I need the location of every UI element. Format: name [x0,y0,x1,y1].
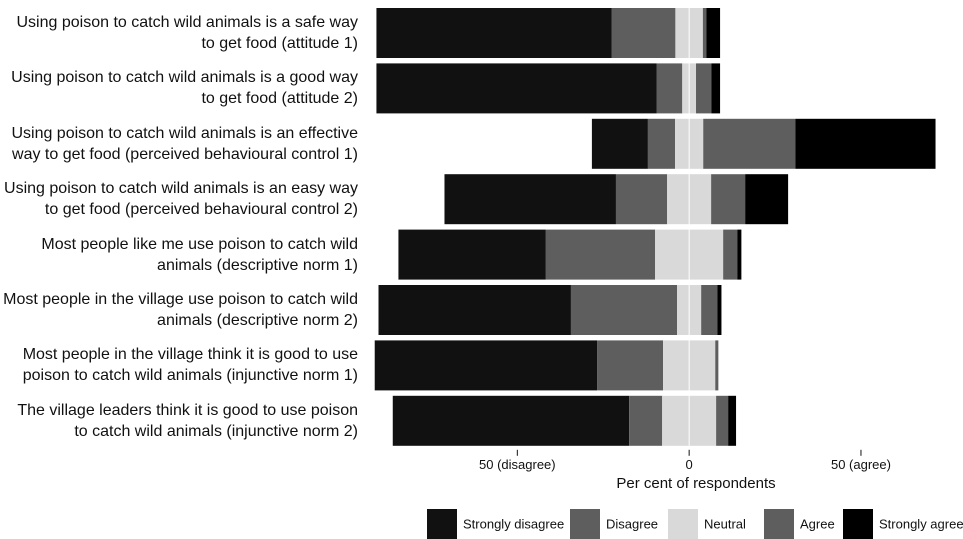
legend-label: Agree [800,516,835,531]
bar-segment [376,63,657,114]
x-axis-label: Per cent of respondents [616,475,775,492]
legend-swatch [843,509,873,539]
category-label: Using poison to catch wild animals is a … [16,14,359,52]
category-label: Using poison to catch wild animals is an… [4,180,358,219]
category-label: Using poison to catch wild animals is a … [11,69,358,108]
legend-swatch [570,509,600,539]
legend-label: Strongly agree [879,516,963,531]
x-tick-label: 0 [686,457,693,472]
bar-segment [701,285,718,335]
bar-segment [728,395,737,446]
legend-swatch [427,509,457,539]
x-tick-label: 50 (disagree) [479,457,556,472]
bar-segment [715,340,719,391]
legend-swatch [764,509,794,539]
bar-segment [392,395,630,446]
category-label: Most people in the village think it is g… [22,346,358,385]
legend-label: Disagree [606,516,658,531]
bar-segment [444,174,616,225]
legend-label: Neutral [704,516,746,531]
legend-swatch [668,509,698,539]
bar-segment [647,118,676,169]
bar-segment [706,8,721,58]
bar-segment [795,118,936,169]
category-label: Using poison to catch wild animals is an… [11,124,358,163]
legend-label: Strongly disagree [463,516,564,531]
bar-segment [737,229,742,280]
bar-segment [723,229,738,280]
x-tick-label: 50 (agree) [831,457,891,472]
bar-segment [745,174,789,225]
category-label: Most people like me use poison to catch … [41,235,358,274]
bar-segment [545,229,656,280]
bar-segment [597,340,664,391]
bar-segment [656,63,683,114]
bar-segment [716,395,729,446]
bar-segment [703,118,796,169]
bar-segment [570,285,678,335]
bar-segment [629,395,663,446]
category-label: Most people in the village use poison to… [3,291,358,329]
bar-segment [711,63,721,114]
bar-segment [591,118,648,169]
bar-segment [376,8,612,58]
bar-segment [717,285,722,335]
bar-segment [611,8,676,58]
bar-segment [378,285,571,335]
bar-segment [711,174,746,225]
bar-segment [696,63,712,114]
bar-segment [398,229,546,280]
bar-segment [615,174,668,225]
category-label: The village leaders think it is good to … [17,401,358,440]
bar-segment [702,8,707,58]
bar-segment [374,340,598,391]
